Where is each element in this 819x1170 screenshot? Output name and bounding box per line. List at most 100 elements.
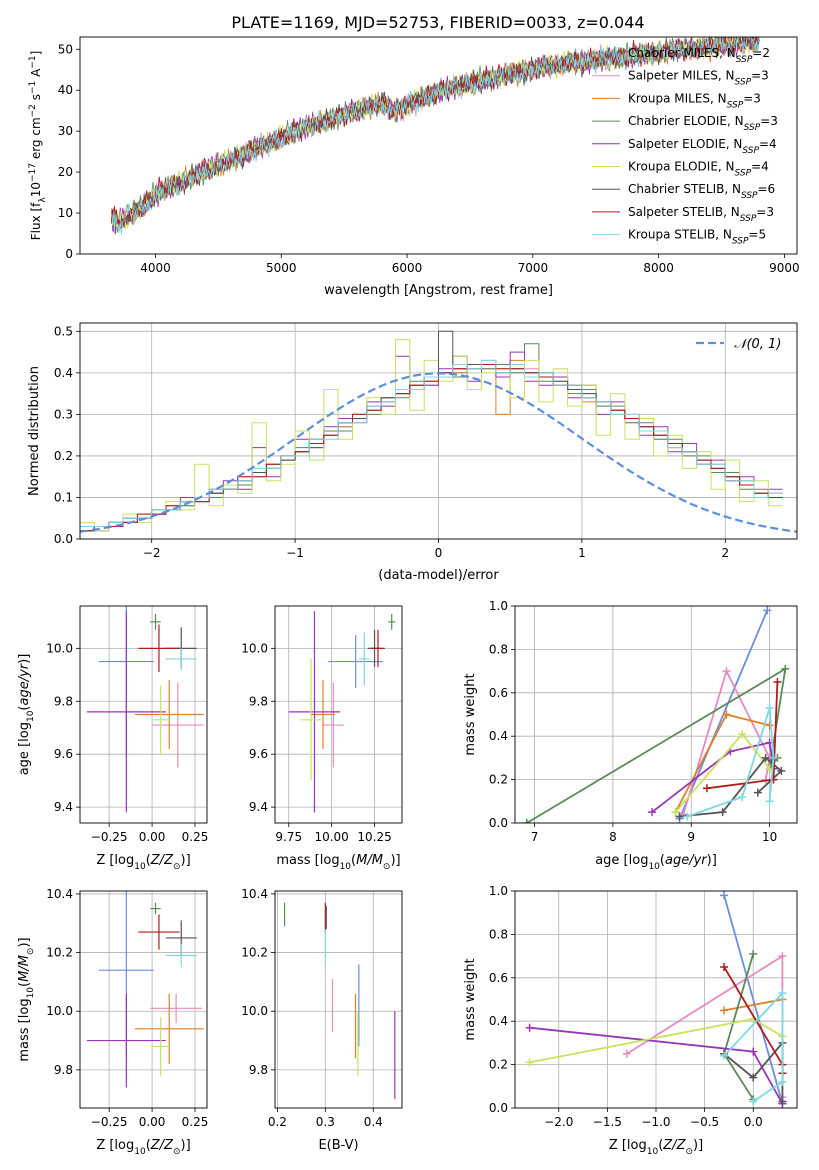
sfh-marker	[773, 677, 782, 686]
errorbar-point	[152, 1017, 170, 1076]
axes-frame	[79, 322, 798, 540]
legend-entry: Chabrier ELODIE, NSSP=3	[628, 114, 778, 133]
x-tick-label: 10.25	[357, 830, 391, 844]
errorbar-point	[138, 914, 180, 950]
plot-area	[86, 606, 204, 813]
sfh-marker	[753, 788, 762, 797]
x-tick-label: −0.5	[690, 1115, 719, 1129]
plot-area	[288, 611, 396, 813]
x-axis-label: Z [log10(Z/Z⊙)]	[96, 1138, 190, 1157]
residual-histogram-chart: −2 −1 0 1 2 0.0 0.1 0.2 0.3 0.4 0.5 (data-model)/er…	[27, 322, 798, 583]
y-axis-label: Normed distribution	[27, 366, 42, 496]
x-tick-label: 4000	[140, 261, 171, 275]
axes-frame	[514, 890, 798, 1109]
x-tick-label: 6000	[392, 261, 423, 275]
y-tick-label: 10.0	[241, 641, 268, 655]
errorbar-point	[150, 902, 161, 915]
spectrum-chart: 4000 5000 6000 7000 8000 9000 0 10 20 30 40 50 wavel…	[28, 36, 800, 298]
y-tick-label: 0.5	[54, 324, 73, 338]
axes-frame	[274, 890, 403, 1109]
y-tick-label: 0.4	[489, 729, 508, 743]
sfh-line	[723, 895, 784, 1104]
x-tick-label: −0.25	[91, 1115, 128, 1129]
y-tick-label: 40	[58, 83, 73, 97]
x-tick-label: 10.00	[314, 830, 348, 844]
errorbar-point	[86, 611, 166, 813]
mass-vs-metallicity-chart: −0.25 0.00 0.25 9.8 10.0 10.2 10.4 Z [log10(Z/Z…	[17, 887, 208, 1157]
plot-area	[86, 891, 204, 1088]
y-tick-label: 9.8	[249, 694, 268, 708]
sfh-line	[651, 741, 775, 813]
sfh-marker	[761, 753, 770, 762]
y-tick-label: 0.6	[489, 686, 508, 700]
sfh-series	[671, 730, 774, 817]
sfh-marker	[778, 1097, 787, 1106]
age-vs-metallicity-chart: −0.25 0.00 0.25 9.4 9.6 9.8 10.0 Z [log10(Z/Z⊙)…	[17, 605, 208, 872]
x-tick-label: 8000	[643, 261, 674, 275]
plot-area	[283, 902, 396, 1100]
sfh-marker	[765, 703, 774, 712]
spectrum-legend: Chabrier MILES, NSSP=2 Salpeter MILES, NS…	[592, 46, 778, 247]
axes-frame	[79, 605, 208, 824]
x-tick-label: 0.0	[744, 1115, 763, 1129]
histogram-series	[80, 359, 783, 527]
y-tick-label: 0.4	[54, 366, 73, 380]
histogram-series	[80, 343, 783, 532]
y-tick-label: 10.4	[46, 887, 73, 901]
y-tick-label: 10.2	[241, 946, 268, 960]
x-tick-label: −1.0	[641, 1115, 670, 1129]
legend-entry: Chabrier STELIB, NSSP=6	[628, 182, 775, 201]
y-tick-label: 9.8	[249, 1063, 268, 1077]
y-tick-label: 0.2	[54, 449, 73, 463]
x-tick-label: 9	[687, 830, 695, 844]
sfh-marker	[738, 730, 747, 739]
sfh-marker	[722, 667, 731, 676]
y-tick-label: 9.6	[54, 747, 73, 761]
x-tick-label: 0.00	[139, 830, 166, 844]
mass-weight-vs-metallicity-chart: −2.0 −1.5 −1.0 −0.5 0.0 0.0 0.2 0.4 0.6 0.8 1.0 Z […	[463, 884, 798, 1157]
spectrum-series-line	[111, 37, 760, 229]
y-axis-label: mass [log10(M/M⊙)]	[17, 937, 36, 1061]
sfh-marker	[749, 949, 758, 958]
axes-frame	[514, 605, 798, 824]
sfh-marker	[749, 1073, 758, 1082]
sfh-marker	[525, 1023, 534, 1032]
x-axis-label: Z [log10(Z/Z⊙)]	[609, 1138, 703, 1157]
sfh-marker	[720, 1006, 729, 1015]
legend-entry: Salpeter ELODIE, NSSP=4	[628, 137, 777, 156]
sfh-marker	[683, 812, 692, 821]
sfh-line	[526, 667, 787, 823]
x-axis-label: Z [log10(Z/Z⊙)]	[96, 853, 190, 872]
x-axis-label: mass [log10(M/M⊙)]	[276, 853, 400, 872]
sfh-series	[648, 738, 778, 817]
y-tick-label: 0.4	[489, 1014, 508, 1028]
sfh-marker	[769, 753, 778, 762]
sfh-marker	[781, 664, 790, 673]
y-tick-label: 50	[58, 42, 73, 56]
y-tick-label: 0.0	[489, 1101, 508, 1115]
mass-vs-ebv-chart: 0.2 0.3 0.4 9.8 10.0 10.2 10.4 E(B-V)	[241, 887, 403, 1153]
x-tick-label: −1.5	[593, 1115, 622, 1129]
sfh-marker	[720, 891, 729, 900]
spectrum-series-line	[111, 37, 760, 234]
y-tick-label: 10.2	[46, 946, 73, 960]
y-axis-label: age [log10(age/yr)]	[17, 654, 36, 776]
y-tick-label: 0	[65, 247, 73, 261]
legend-entry: 𝒩(0, 1)	[734, 337, 781, 352]
sfh-marker	[718, 808, 727, 817]
y-tick-label: 9.6	[249, 747, 268, 761]
sfh-marker	[671, 808, 680, 817]
x-tick-label: 9000	[769, 261, 800, 275]
y-tick-label: 10.4	[241, 887, 268, 901]
y-axis-label: Flux [fλ10−17 erg cm−2 s−1 A−1]	[28, 51, 48, 241]
normal-distribution-curve	[80, 372, 797, 533]
sfh-series	[522, 664, 790, 823]
y-tick-label: 20	[58, 165, 73, 179]
sfh-marker	[738, 792, 747, 801]
y-tick-label: 0.6	[489, 971, 508, 985]
sfh-series	[720, 988, 787, 1106]
y-tick-label: 0.2	[489, 1058, 508, 1072]
y-tick-label: 9.8	[54, 1063, 73, 1077]
spectrum-series-line	[111, 37, 760, 233]
